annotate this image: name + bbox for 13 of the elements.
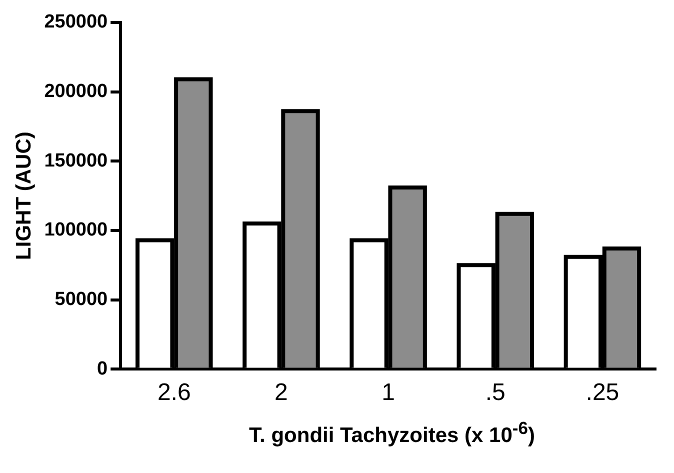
x-tick-label: 1 xyxy=(382,379,395,406)
y-tick-label: 200000 xyxy=(44,80,108,102)
x-tick-label: 2.6 xyxy=(157,379,191,406)
x-tick-label: .25 xyxy=(586,379,620,406)
y-tick-label: 150000 xyxy=(44,150,108,172)
y-tick-label: 0 xyxy=(97,358,108,380)
x-tick-label: .5 xyxy=(485,379,506,406)
x-tick-label: 2 xyxy=(274,379,288,406)
y-tick-label: 50000 xyxy=(54,289,108,310)
x-axis-title: T. gondii Tachyzoites (x 10$^{-6}$) xyxy=(248,418,536,448)
y-axis-title: LIGHT (AUC) xyxy=(12,132,36,260)
y-tick-label: 100000 xyxy=(44,220,108,241)
y-tick-label: 250000 xyxy=(44,12,108,33)
